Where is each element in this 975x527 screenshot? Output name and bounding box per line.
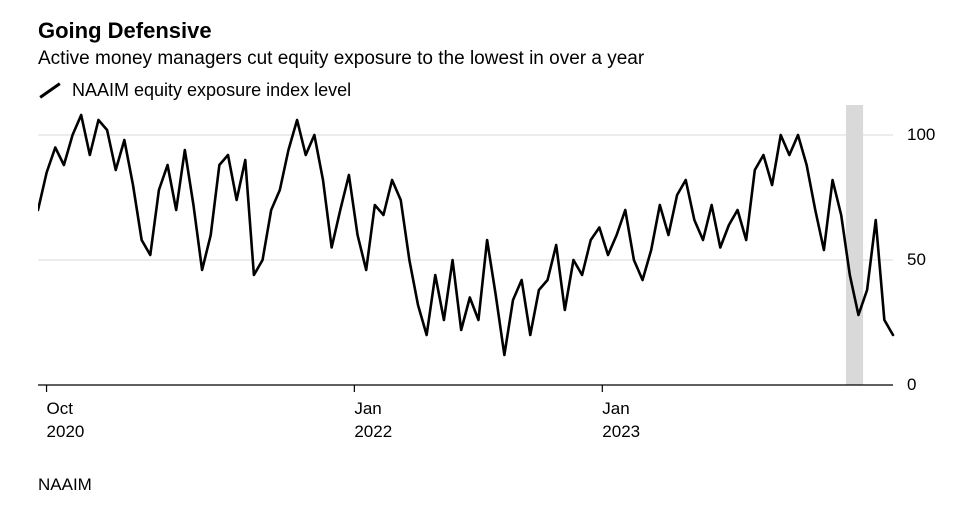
legend: NAAIM equity exposure index level [38,80,945,101]
x-axis-tick-label: Oct 2020 [47,398,85,444]
figure: Going Defensive Active money managers cu… [0,0,975,527]
chart-title: Going Defensive [38,18,945,44]
x-axis-tick-label: Jan 2023 [602,398,640,444]
chart-source: NAAIM [38,475,945,495]
chart-subtitle: Active money managers cut equity exposur… [38,48,945,70]
y-axis-tick-label: 100 [907,125,935,145]
y-axis-tick-label: 0 [907,375,916,395]
x-axis-tick-label: Jan 2022 [354,398,392,444]
legend-label: NAAIM equity exposure index level [72,80,351,101]
legend-line-icon [39,82,60,98]
chart-plot: Oct 2020 Jan 2022 Jan 2023 100 50 0 [38,105,945,457]
line-chart-svg [38,105,945,457]
y-axis-tick-label: 50 [907,250,926,270]
